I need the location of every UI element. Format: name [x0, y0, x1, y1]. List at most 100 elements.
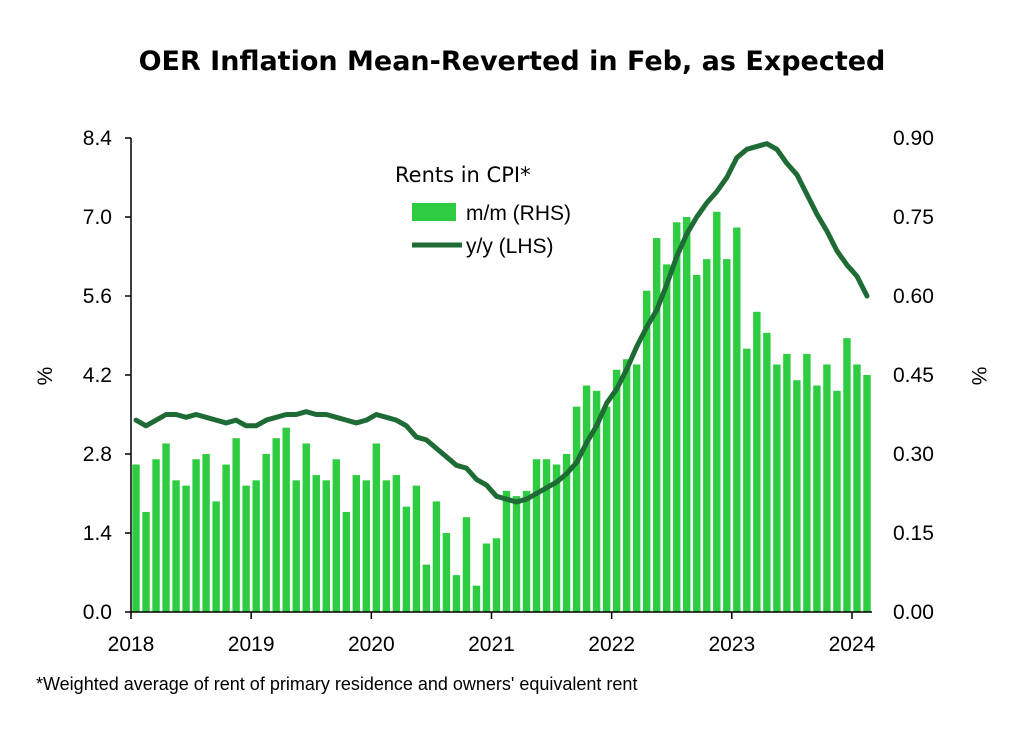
bar-2022-05	[653, 238, 661, 612]
right-tick-label: 0.60	[893, 285, 934, 308]
left-axis-title: %	[34, 367, 57, 386]
bar-2020-12	[482, 543, 491, 612]
bar-2020-06	[422, 564, 431, 612]
legend-swatch-bar	[412, 203, 456, 221]
bar-2018-12	[242, 485, 250, 612]
bar-2018-10	[222, 464, 230, 612]
bar-2021-09	[572, 406, 581, 612]
bar-2022-09	[693, 274, 701, 612]
x-tick-label: 2018	[108, 633, 155, 656]
bar-2022-08	[683, 217, 691, 612]
bar-2019-04	[282, 427, 290, 612]
bar-2020-11	[472, 585, 481, 612]
left-tick-label: 2.8	[83, 443, 112, 466]
right-tick-label: 0.90	[893, 127, 934, 150]
bar-2018-04	[162, 443, 170, 612]
bar-2018-03	[152, 459, 160, 612]
left-tick-label: 5.6	[83, 285, 112, 308]
bar-2020-01	[372, 443, 381, 612]
bar-2022-07	[673, 222, 681, 612]
bar-2022-06	[663, 264, 671, 612]
bar-2023-03	[753, 311, 761, 612]
x-tick-label: 2022	[588, 633, 635, 656]
bar-2019-02	[262, 454, 270, 612]
bar-2023-02	[743, 348, 751, 612]
bar-2021-11	[592, 390, 601, 612]
bar-2023-12	[843, 338, 851, 612]
right-axis-ticks: 0.90 0.75 0.60 0.45 0.30 0.15 0.00	[893, 127, 934, 624]
bar-2019-06	[302, 443, 310, 612]
bar-2019-08	[322, 480, 330, 612]
legend: Rents in CPI* m/m (RHS) y/y (LHS)	[395, 163, 571, 258]
bar-2019-01	[252, 480, 260, 612]
bar-2018-08	[202, 454, 210, 612]
bar-2018-07	[192, 459, 200, 612]
bar-2018-01	[132, 464, 140, 612]
bar-2023-09	[813, 385, 821, 612]
bar-2021-05	[532, 459, 541, 612]
bar-2018-05	[172, 480, 180, 612]
x-tick-label: 2023	[708, 633, 755, 656]
bar-2021-07	[552, 464, 561, 612]
legend-entry-mm: m/m (RHS)	[466, 202, 571, 225]
bar-2021-08	[562, 454, 571, 612]
bar-2023-01	[733, 227, 741, 612]
bar-2018-02	[142, 511, 150, 612]
bar-2021-02	[502, 490, 511, 612]
bar-2023-08	[803, 353, 811, 612]
bar-2021-12	[602, 406, 611, 612]
left-tick-label: 0.0	[83, 601, 112, 624]
bar-2020-10	[462, 517, 471, 612]
left-tick-label: 1.4	[83, 522, 113, 545]
bar-2023-06	[783, 353, 791, 612]
bar-2023-10	[823, 364, 831, 612]
bar-2018-11	[232, 438, 240, 612]
bars-layer	[132, 211, 871, 613]
bar-2020-05	[412, 485, 421, 612]
bar-2020-08	[442, 533, 451, 612]
bar-2020-04	[402, 506, 411, 612]
x-tick-label: 2024	[829, 633, 876, 656]
left-tick-label: 8.4	[83, 127, 113, 150]
bar-2020-07	[432, 501, 441, 612]
x-tick-label: 2019	[228, 633, 275, 656]
x-tick-label: 2021	[468, 633, 515, 656]
x-tick-label: 2020	[348, 633, 395, 656]
bar-2021-04	[522, 490, 531, 612]
bar-2019-12	[362, 480, 371, 612]
bar-2023-05	[773, 364, 781, 612]
bar-2018-09	[212, 501, 220, 612]
bar-2022-01	[612, 369, 621, 612]
bar-2022-04	[642, 290, 651, 612]
bar-2019-07	[312, 475, 320, 612]
bar-2018-06	[182, 485, 190, 612]
left-tick-label: 4.2	[83, 364, 112, 387]
bar-2020-03	[392, 475, 401, 612]
bar-2021-03	[512, 496, 521, 612]
bar-2024-01	[853, 364, 861, 612]
bar-2021-01	[492, 538, 501, 612]
bar-2019-10	[342, 511, 350, 612]
right-tick-label: 0.30	[893, 443, 934, 466]
bar-2019-05	[292, 480, 300, 612]
bar-2022-12	[723, 259, 731, 612]
bar-2023-11	[833, 390, 841, 612]
bar-2021-06	[542, 459, 551, 612]
left-tick-label: 7.0	[83, 206, 112, 229]
bar-2023-04	[763, 332, 771, 612]
bar-2021-10	[582, 385, 591, 612]
series-line-yy	[133, 141, 870, 505]
right-tick-label: 0.75	[893, 206, 934, 229]
chart-title: OER Inflation Mean-Reverted in Feb, as E…	[139, 46, 886, 77]
x-axis-ticks: 2018 2019 2020 2021 2022 2023 2024	[108, 612, 876, 656]
bar-2024-02	[863, 375, 871, 612]
bar-2020-09	[452, 575, 461, 612]
right-axis-title: %	[967, 367, 990, 386]
bar-2022-03	[632, 364, 641, 612]
bar-2023-07	[793, 380, 801, 612]
bar-2019-03	[272, 438, 280, 612]
bar-2022-02	[622, 359, 631, 612]
left-axis-ticks: 8.4 7.0 5.6 4.2 2.8 1.4 0.0	[83, 127, 131, 624]
